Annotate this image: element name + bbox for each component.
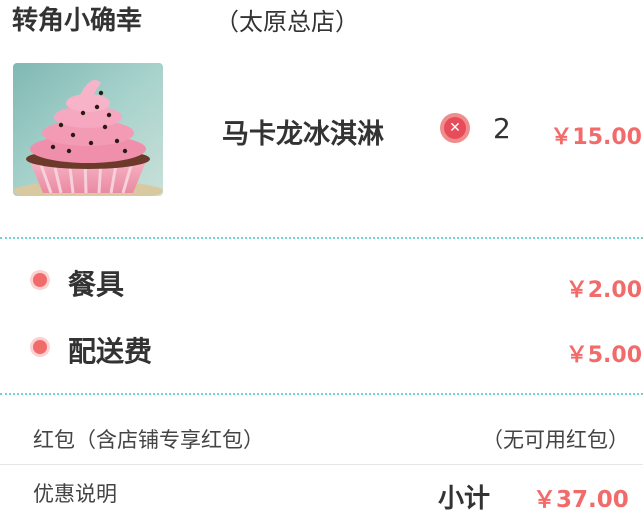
dotted-divider — [0, 237, 643, 239]
remove-item-button[interactable]: ✕ — [440, 113, 470, 143]
bullet-icon — [33, 340, 47, 354]
red-packet-status[interactable]: （无可用红包） — [482, 428, 629, 452]
fee-value: ￥5.00 — [565, 343, 642, 368]
cupcake-image — [13, 63, 163, 196]
row-divider — [0, 464, 643, 465]
dotted-divider — [0, 393, 643, 395]
fee-value: ￥2.00 — [565, 278, 642, 303]
bullet-icon — [33, 273, 47, 287]
subtotal-value: ￥37.00 — [533, 487, 629, 513]
subtotal-label: 小计 — [438, 484, 491, 514]
close-icon: ✕ — [444, 117, 466, 139]
red-packet-label: 红包（含店铺专享红包） — [33, 428, 264, 452]
fee-label: 配送费 — [68, 335, 153, 368]
shop-name: 转角小确幸 — [12, 6, 143, 36]
item-quantity: 2 — [493, 112, 511, 145]
item-name: 马卡龙冰淇淋 — [222, 119, 384, 150]
item-price: ￥15.00 — [550, 125, 642, 150]
discount-info-label[interactable]: 优惠说明 — [33, 482, 117, 506]
fee-label: 餐具 — [68, 268, 125, 301]
shop-branch: （太原总店） — [215, 8, 359, 36]
